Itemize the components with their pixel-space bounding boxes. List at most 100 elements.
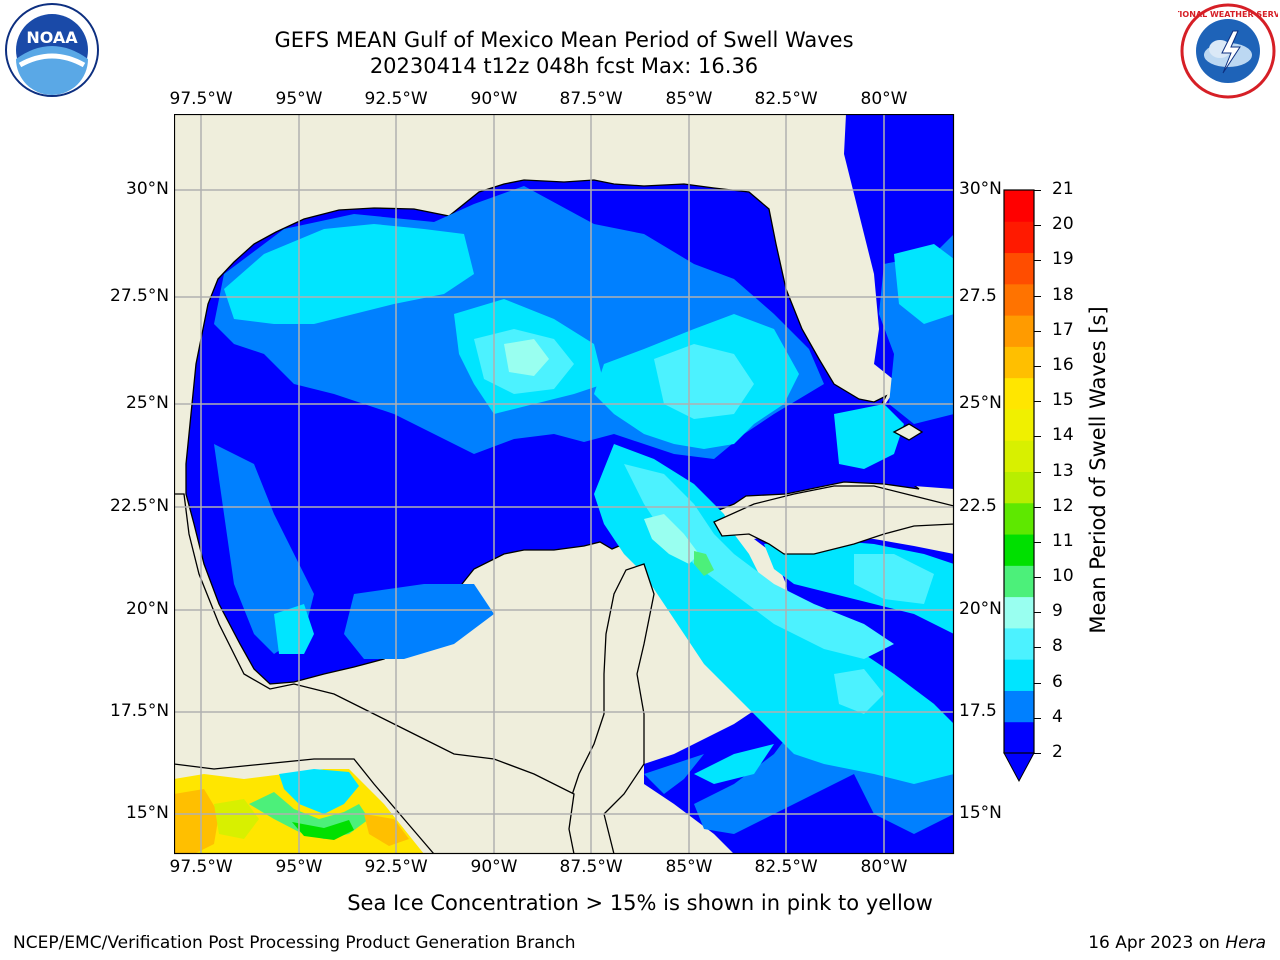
lat-label-left: 17.5°N [110, 701, 170, 721]
colorbar-band [1004, 346, 1034, 379]
lon-label-top: 90°W [470, 89, 518, 109]
colorbar-tick-label: 20 [1052, 214, 1074, 235]
colorbar-tick-label: 11 [1052, 530, 1074, 551]
colorbar [1003, 189, 1035, 783]
colorbar-tick-label: 15 [1052, 390, 1074, 411]
swell-band-8-9s [504, 339, 699, 564]
colorbar-tick-mark [1034, 295, 1041, 297]
lon-label-top: 97.5°W [169, 89, 233, 109]
colorbar-tick-label: 12 [1052, 495, 1074, 516]
lon-label-top: 80°W [860, 89, 908, 109]
lat-label-left: 20°N [126, 599, 169, 619]
colorbar-tick-label: 17 [1052, 319, 1074, 340]
lon-label-bottom: 82.5°W [754, 857, 818, 877]
lat-label-right: 27.5 [959, 286, 997, 306]
colorbar-tick-mark [1034, 506, 1041, 508]
colorbar-tick-label: 14 [1052, 425, 1074, 446]
lat-label-right: 22.5 [959, 496, 997, 516]
chart-title-line1: GEFS MEAN Gulf of Mexico Mean Period of … [274, 28, 854, 52]
colorbar-tick-mark [1034, 365, 1041, 367]
lat-label-right: 30°N [959, 179, 1002, 199]
colorbar-tick-label: 4 [1052, 706, 1063, 727]
lat-label-right: 25°N [959, 393, 1002, 413]
colorbar-tick-mark [1034, 190, 1041, 191]
lon-label-bottom: 92.5°W [364, 857, 428, 877]
colorbar-tick-label: 10 [1052, 566, 1074, 587]
lon-label-bottom: 85°W [665, 857, 713, 877]
lon-label-bottom: 80°W [860, 857, 908, 877]
colorbar-tick-mark [1034, 260, 1041, 262]
colorbar-tick-label: 19 [1052, 249, 1074, 270]
nws-logo-icon: NATIONAL WEATHER SERVICE [1178, 3, 1278, 99]
lon-label-bottom: 97.5°W [169, 857, 233, 877]
colorbar-tick-mark [1034, 682, 1041, 684]
colorbar-tick-label: 2 [1052, 742, 1063, 762]
colorbar-band [1004, 659, 1034, 691]
lat-label-left: 15°N [126, 803, 169, 823]
colorbar-tick-mark [1034, 330, 1041, 332]
lon-label-bottom: 90°W [470, 857, 518, 877]
colorbar-band [1004, 721, 1034, 754]
colorbar-tick-mark [1034, 401, 1041, 403]
colorbar-band [1004, 502, 1034, 535]
footer-date-text: 16 Apr 2023 on [1088, 933, 1220, 953]
colorbar-tick-mark [1034, 647, 1041, 649]
colorbar-tick-mark [1034, 225, 1041, 227]
map-frame [174, 114, 955, 855]
colorbar-tick-label: 13 [1052, 460, 1074, 481]
footer-branch: NCEP/EMC/Verification Post Processing Pr… [13, 933, 576, 953]
colorbar-tick-label: 6 [1052, 671, 1063, 692]
colorbar-tick-label: 16 [1052, 354, 1074, 375]
footer-machine: Hera [1225, 933, 1266, 953]
lon-label-bottom: 95°W [275, 857, 323, 877]
sea-ice-note: Sea Ice Concentration > 15% is shown in … [347, 891, 933, 915]
colorbar-tick-label: 21 [1052, 179, 1074, 199]
footer-date: 16 Apr 2023 on Hera [1088, 933, 1266, 953]
colorbar-band [1004, 283, 1034, 316]
colorbar-tick-mark [1034, 471, 1041, 473]
svg-text:NATIONAL WEATHER SERVICE: NATIONAL WEATHER SERVICE [1178, 10, 1278, 19]
lon-label-top: 95°W [275, 89, 323, 109]
svg-text:NOAA: NOAA [26, 28, 78, 47]
map-grid [174, 114, 954, 854]
colorbar-tick-mark [1034, 753, 1041, 754]
colorbar-band [1004, 627, 1034, 660]
lon-label-top: 82.5°W [754, 89, 818, 109]
lat-label-left: 25°N [126, 393, 169, 413]
colorbar-tick-mark [1034, 612, 1041, 614]
colorbar-tick-label: 8 [1052, 636, 1063, 657]
chart-title-line2: 20230414 t12z 048h fcst Max: 16.36 [369, 54, 759, 78]
colorbar-band [1004, 252, 1034, 285]
colorbar-tick-mark [1034, 717, 1041, 719]
lon-label-top: 92.5°W [364, 89, 428, 109]
colorbar-band [1004, 565, 1034, 598]
colorbar-band [1004, 221, 1034, 254]
colorbar-band [1004, 690, 1034, 723]
land-masses [174, 423, 954, 854]
lat-label-left: 22.5°N [110, 496, 170, 516]
lat-label-left: 30°N [126, 179, 169, 199]
lat-label-right: 17.5 [959, 701, 997, 721]
colorbar-band [1004, 534, 1034, 566]
colorbar-tick-mark [1034, 541, 1041, 543]
colorbar-tick-mark [1034, 436, 1041, 438]
lon-label-bottom: 87.5°W [559, 857, 623, 877]
colorbar-band [1004, 596, 1034, 629]
map-panel [174, 114, 955, 855]
noaa-logo-icon: NOAA [5, 3, 99, 97]
colorbar-band [1004, 408, 1034, 441]
colorbar-band [1004, 190, 1034, 222]
colorbar-tick-mark [1034, 577, 1041, 579]
colorbar-band [1004, 471, 1034, 504]
lon-label-top: 85°W [665, 89, 713, 109]
lat-label-right: 20°N [959, 599, 1002, 619]
colorbar-extend-arrow [1003, 752, 1035, 783]
lat-label-left: 27.5°N [110, 286, 170, 306]
colorbar-tick-label: 18 [1052, 284, 1074, 305]
colorbar-label: Mean Period of Swell Waves [s] [1086, 306, 1110, 634]
swell-band-9-10s [694, 551, 714, 576]
colorbar-band [1004, 377, 1034, 410]
lon-label-top: 87.5°W [559, 89, 623, 109]
colorbar-tick-label: 9 [1052, 601, 1063, 622]
lat-label-right: 15°N [959, 803, 1002, 823]
